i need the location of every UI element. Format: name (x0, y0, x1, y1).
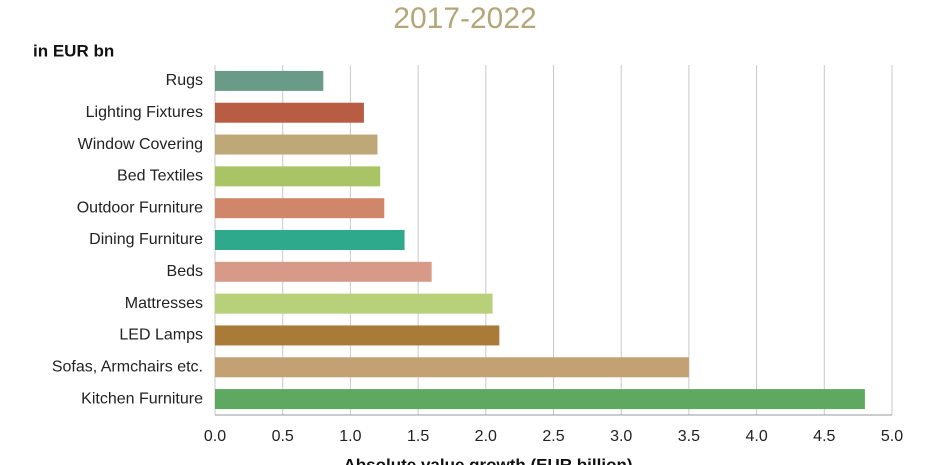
y-tick-label: Kitchen Furniture (81, 390, 203, 407)
x-tick-label: 3.0 (610, 428, 632, 445)
x-axis-label: Absolute value growth (EUR billion) (344, 455, 633, 465)
bar (215, 357, 689, 378)
y-tick-label: Sofas, Armchairs etc. (52, 358, 203, 375)
y-tick-label: Rugs (166, 72, 203, 89)
y-tick-label: LED Lamps (119, 327, 203, 344)
x-tick-label: 5.0 (881, 428, 903, 445)
x-tick-label: 2.0 (475, 428, 497, 445)
bar (215, 230, 405, 250)
bar (215, 70, 324, 91)
y-tick-label: Outdoor Furniture (77, 199, 203, 216)
chart-title: 2017-2022 (393, 2, 536, 35)
x-tick-label: 4.5 (813, 428, 835, 445)
x-tick-label: 0.5 (272, 428, 294, 445)
bar (215, 261, 432, 282)
y-tick-label: Bed Textiles (117, 168, 203, 185)
bar (215, 293, 493, 314)
bar (215, 325, 500, 346)
x-tick-label: 4.0 (745, 428, 767, 445)
y-tick-label: Dining Furniture (89, 231, 203, 248)
y-tick-label: Lighting Fixtures (86, 104, 203, 121)
x-tick-label: 0.0 (204, 428, 226, 445)
bar (215, 198, 385, 219)
x-tick-label: 2.5 (542, 428, 564, 445)
x-tick-label: 1.0 (339, 428, 361, 445)
subtitle: in EUR bn (33, 41, 114, 60)
bar (215, 166, 381, 187)
bar (215, 102, 364, 123)
y-tick-label: Beds (167, 263, 203, 280)
bar (215, 134, 378, 155)
x-tick-label: 3.5 (678, 428, 700, 445)
y-tick-label: Window Covering (78, 136, 203, 153)
bar (215, 389, 865, 410)
y-tick-label: Mattresses (125, 295, 203, 312)
x-tick-label: 1.5 (407, 428, 429, 445)
